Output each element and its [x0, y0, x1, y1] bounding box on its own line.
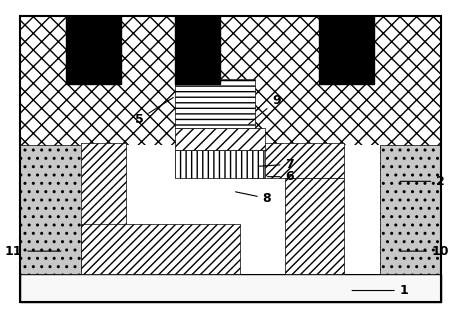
- Text: 2: 2: [400, 175, 445, 188]
- Bar: [81, 145, 380, 274]
- Text: 5: 5: [135, 97, 173, 126]
- Bar: [284, 178, 344, 274]
- Bar: [176, 16, 220, 84]
- Text: 6: 6: [267, 170, 294, 183]
- Text: 7: 7: [259, 158, 294, 171]
- Bar: [250, 143, 344, 178]
- Bar: [176, 150, 265, 178]
- Bar: [81, 224, 240, 274]
- Bar: [176, 128, 265, 150]
- Text: 11: 11: [5, 245, 61, 258]
- Bar: [176, 79, 255, 128]
- Bar: [66, 16, 121, 84]
- Text: 8: 8: [236, 192, 272, 205]
- Bar: [20, 145, 81, 274]
- Bar: [319, 16, 374, 84]
- Bar: [20, 274, 441, 302]
- Bar: [380, 145, 441, 274]
- Text: 9: 9: [248, 94, 280, 124]
- Text: 1: 1: [352, 284, 408, 297]
- Bar: [20, 16, 441, 274]
- Bar: [81, 143, 126, 274]
- Text: 10: 10: [400, 245, 449, 258]
